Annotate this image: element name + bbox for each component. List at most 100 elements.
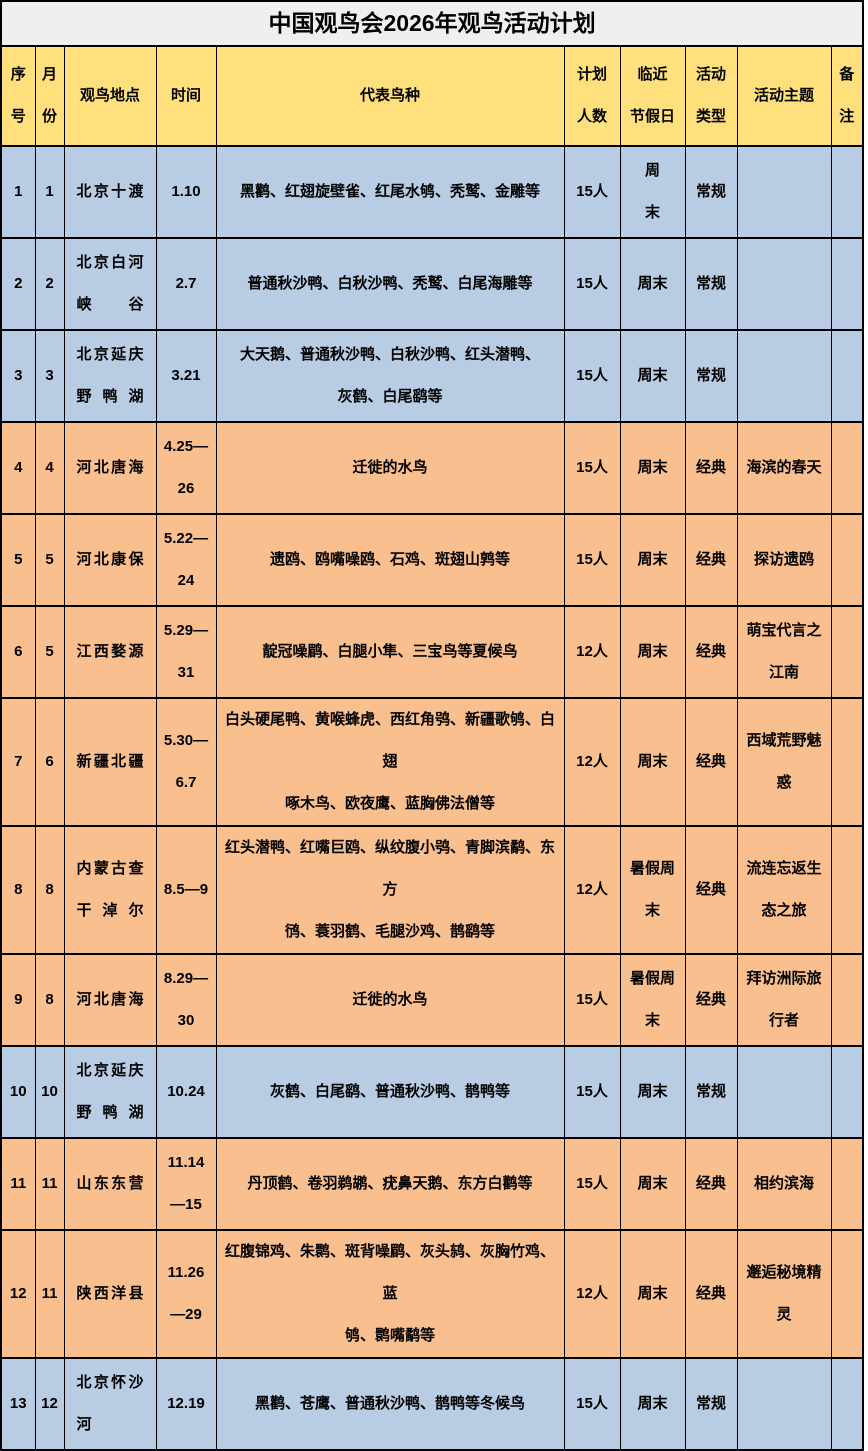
cell-note [830, 145, 864, 239]
cell-month: 11 [34, 1137, 65, 1231]
header-type: 活动 类型 [684, 45, 738, 147]
cell-month: 6 [34, 697, 65, 827]
cell-time: 10.24 [155, 1045, 217, 1139]
cell-note [830, 237, 864, 331]
cell-month: 5 [34, 513, 65, 607]
cell-time: 8.5—9 [155, 825, 217, 955]
cell-species: 遗鸥、鸥嘴噪鸥、石鸡、斑翅山鹑等 [215, 513, 565, 607]
cell-note [830, 421, 864, 515]
cell-species: 白头硬尾鸭、黄喉蜂虎、西红角鸮、新疆歌鸲、白翅 啄木鸟、欧夜鹰、蓝胸佛法僧等 [215, 697, 565, 827]
cell-holiday: 暑假周 末 [619, 825, 686, 955]
cell-count: 15人 [563, 421, 621, 515]
cell-count: 12人 [563, 1229, 621, 1359]
cell-theme: 拜访洲际旅 行者 [736, 953, 832, 1047]
cell-count: 15人 [563, 237, 621, 331]
cell-month: 8 [34, 825, 65, 955]
cell-no: 9 [0, 953, 36, 1047]
cell-count: 12人 [563, 825, 621, 955]
cell-type: 经典 [684, 513, 738, 607]
cell-no: 10 [0, 1045, 36, 1139]
cell-holiday: 周末 [619, 513, 686, 607]
cell-time: 5.29— 31 [155, 605, 217, 699]
table-row: 4 4 河北唐海 4.25— 26 迁徙的水鸟 15人 周末 经典 海滨的春天 [0, 421, 864, 515]
cell-holiday: 周末 [619, 1137, 686, 1231]
cell-count: 15人 [563, 953, 621, 1047]
cell-location: 河北康保 [63, 513, 157, 607]
cell-no: 12 [0, 1229, 36, 1359]
cell-no: 7 [0, 697, 36, 827]
cell-type: 常规 [684, 329, 738, 423]
cell-species: 迁徙的水鸟 [215, 953, 565, 1047]
table-row: 2 2 北京白河 峡谷 2.7 普通秋沙鸭、白秋沙鸭、秃鹫、白尾海雕等 15人 周末 常规 [0, 237, 864, 331]
cell-type: 经典 [684, 953, 738, 1047]
cell-location: 山东东营 [63, 1137, 157, 1231]
cell-location: 内蒙古查 干淖尔 [63, 825, 157, 955]
cell-count: 15人 [563, 1045, 621, 1139]
cell-theme: 流连忘返生 态之旅 [736, 825, 832, 955]
cell-month: 12 [34, 1357, 65, 1451]
cell-note [830, 825, 864, 955]
cell-count: 15人 [563, 145, 621, 239]
cell-no: 13 [0, 1357, 36, 1451]
cell-no: 11 [0, 1137, 36, 1231]
table-row: 10 10 北京延庆 野鸭湖 10.24 灰鹤、白尾鹞、普通秋沙鸭、鹊鸭等 15人 周末 常规 [0, 1045, 864, 1139]
cell-type: 经典 [684, 825, 738, 955]
cell-theme: 萌宝代言之 江南 [736, 605, 832, 699]
cell-location: 河北唐海 [63, 421, 157, 515]
table-header-row: 序 号 月 份 观鸟地点 时间 代表鸟种 计划 人数 临近 节假日 活动 类型 … [0, 45, 864, 147]
cell-time: 8.29— 30 [155, 953, 217, 1047]
header-no: 序 号 [0, 45, 36, 147]
cell-month: 4 [34, 421, 65, 515]
header-note: 备 注 [830, 45, 864, 147]
table-row: 12 11 陕西洋县 11.26 —29 红腹锦鸡、朱鹮、斑背噪鹛、灰头鸫、灰胸竹鸡、蓝… [0, 1229, 864, 1359]
cell-type: 常规 [684, 1357, 738, 1451]
cell-location: 河北唐海 [63, 953, 157, 1047]
table-row: 8 8 内蒙古查 干淖尔 8.5—9 红头潜鸭、红嘴巨鸥、纵纹腹小鸮、青脚滨鹬、东方 鸻… [0, 825, 864, 955]
cell-month: 11 [34, 1229, 65, 1359]
cell-location: 新疆北疆 [63, 697, 157, 827]
cell-time: 11.14 —15 [155, 1137, 217, 1231]
table-row: 9 8 河北唐海 8.29— 30 迁徙的水鸟 15人 暑假周 末经典 拜访洲际旅 行者 [0, 953, 864, 1047]
cell-species: 红腹锦鸡、朱鹮、斑背噪鹛、灰头鸫、灰胸竹鸡、蓝 鸲、鹮嘴鹬等 [215, 1229, 565, 1359]
title-row: 中国观鸟会2026年观鸟活动计划 [0, 0, 864, 47]
cell-month: 1 [34, 145, 65, 239]
cell-location: 北京延庆 野鸭湖 [63, 329, 157, 423]
cell-count: 12人 [563, 605, 621, 699]
cell-count: 15人 [563, 513, 621, 607]
cell-note [830, 605, 864, 699]
cell-note [830, 1045, 864, 1139]
cell-type: 常规 [684, 237, 738, 331]
header-location: 观鸟地点 [63, 45, 157, 147]
table-row: 3 3 北京延庆 野鸭湖 3.21 大天鹅、普通秋沙鸭、白秋沙鸭、红头潜鸭、 灰鹤、白尾… [0, 329, 864, 423]
cell-holiday: 周末 [619, 697, 686, 827]
cell-location: 北京十渡 [63, 145, 157, 239]
cell-type: 经典 [684, 1137, 738, 1231]
cell-month: 5 [34, 605, 65, 699]
cell-location: 北京怀沙 河 [63, 1357, 157, 1451]
cell-location: 北京延庆 野鸭湖 [63, 1045, 157, 1139]
cell-species: 灰鹤、白尾鹞、普通秋沙鸭、鹊鸭等 [215, 1045, 565, 1139]
header-time: 时间 [155, 45, 217, 147]
page-title: 中国观鸟会2026年观鸟活动计划 [0, 0, 864, 47]
table-row: 7 6 新疆北疆 5.30— 6.7 白头硬尾鸭、黄喉蜂虎、西红角鸮、新疆歌鸲、白翅 啄… [0, 697, 864, 827]
cell-location: 江西婺源 [63, 605, 157, 699]
table-row: 6 5 江西婺源 5.29— 31 靛冠噪鹛、白腿小隼、三宝鸟等夏候鸟 12人 周末 经典 萌宝… [0, 605, 864, 699]
cell-note [830, 1137, 864, 1231]
header-count: 计划 人数 [563, 45, 621, 147]
cell-species: 红头潜鸭、红嘴巨鸥、纵纹腹小鸮、青脚滨鹬、东方 鸻、蓑羽鹤、毛腿沙鸡、鹊鹞等 [215, 825, 565, 955]
cell-species: 普通秋沙鸭、白秋沙鸭、秃鹫、白尾海雕等 [215, 237, 565, 331]
cell-no: 6 [0, 605, 36, 699]
cell-month: 3 [34, 329, 65, 423]
cell-no: 1 [0, 145, 36, 239]
cell-month: 8 [34, 953, 65, 1047]
cell-no: 8 [0, 825, 36, 955]
cell-note [830, 1229, 864, 1359]
cell-no: 5 [0, 513, 36, 607]
cell-time: 2.7 [155, 237, 217, 331]
cell-holiday: 暑假周 末 [619, 953, 686, 1047]
cell-month: 10 [34, 1045, 65, 1139]
cell-count: 15人 [563, 329, 621, 423]
cell-holiday: 周末 [619, 1229, 686, 1359]
cell-theme [736, 1045, 832, 1139]
